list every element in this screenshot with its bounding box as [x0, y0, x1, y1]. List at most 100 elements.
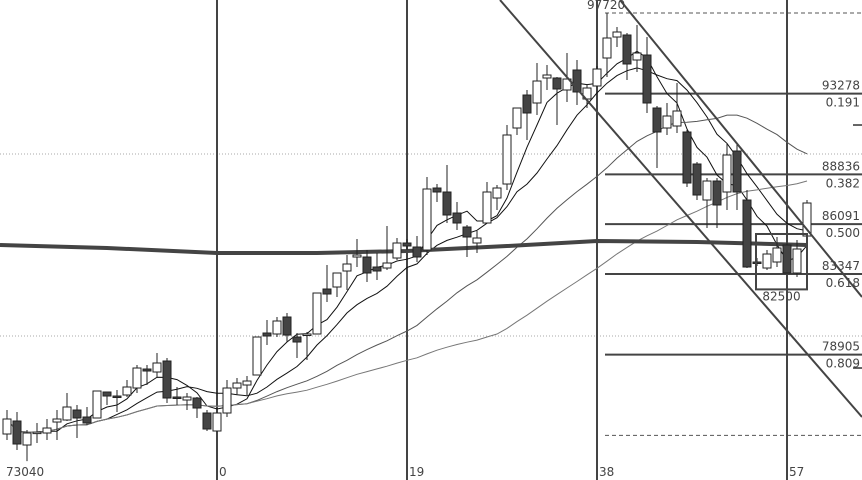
- gridlines: [0, 12, 862, 436]
- candle-up: [492, 187, 502, 199]
- candle-up: [232, 382, 242, 389]
- candle-down: [72, 409, 82, 419]
- candle-down: [782, 244, 792, 274]
- channel-line: [499, 0, 862, 418]
- candle-down: [162, 360, 172, 399]
- candle-up: [482, 191, 492, 224]
- candle-up: [472, 237, 482, 244]
- candle-down: [622, 34, 632, 65]
- candle-down: [682, 131, 692, 184]
- candle-up: [342, 263, 352, 272]
- candle-up: [542, 74, 552, 79]
- candle-up: [122, 386, 132, 396]
- candle-up: [272, 320, 282, 335]
- candle-down: [712, 180, 722, 206]
- candle-up: [532, 80, 542, 104]
- fib-ratio-label: 0.191: [826, 96, 860, 110]
- candle-down: [322, 288, 332, 295]
- candle-up: [762, 253, 772, 269]
- thick-moving-average-line: [0, 238, 808, 255]
- fib-ratio-label: 0.618: [826, 276, 860, 290]
- candle-up: [302, 333, 312, 337]
- moving-average-line: [6, 67, 808, 433]
- candle-down: [692, 163, 702, 196]
- candle-up: [792, 248, 802, 274]
- candle-up: [32, 431, 42, 435]
- fib-price-label: 93278: [822, 79, 860, 93]
- candle-up: [152, 362, 162, 373]
- annotation-box: [755, 232, 808, 291]
- vertical-line-label: 38: [599, 465, 614, 479]
- fibonacci-levels: 93278 0.191 88836 0.382 86091 0.500 83347 0.618…: [605, 79, 862, 371]
- candles: [2, 13, 812, 462]
- candle-up: [562, 78, 572, 91]
- vertical-lines: 0 19 38 57: [216, 0, 804, 480]
- candle-up: [502, 134, 512, 185]
- candle-down: [362, 256, 372, 274]
- candle-down: [12, 420, 22, 445]
- candle-down: [402, 242, 412, 247]
- candle-down: [82, 416, 92, 424]
- candle-up: [312, 292, 322, 335]
- candle-down: [462, 226, 472, 238]
- candle-up: [772, 247, 782, 263]
- candle-down: [732, 150, 742, 193]
- candle-down: [192, 397, 202, 409]
- candle-down: [642, 54, 652, 104]
- fib-price-label: 78905: [822, 340, 860, 354]
- candle-down: [172, 396, 182, 400]
- candle-up: [252, 336, 262, 376]
- candle-up: [382, 262, 392, 269]
- candle-down: [262, 332, 272, 337]
- candle-up: [52, 418, 62, 423]
- labels: 73040 97720: [6, 0, 625, 479]
- candle-up: [512, 107, 522, 129]
- candle-down: [372, 266, 382, 272]
- candle-up: [22, 432, 32, 446]
- vertical-line-label: 0: [219, 465, 227, 479]
- drawings: 82500: [499, 0, 862, 418]
- candle-up: [662, 115, 672, 129]
- candle-up: [352, 254, 362, 258]
- candle-up: [42, 427, 52, 434]
- candle-down: [442, 191, 452, 216]
- candle-down: [522, 94, 532, 114]
- fib-ratio-label: 0.500: [826, 226, 860, 240]
- candle-up: [92, 390, 102, 419]
- fib-ratio-label: 0.382: [826, 176, 860, 190]
- candle-up: [212, 412, 222, 432]
- candle-down: [552, 77, 562, 90]
- candle-up: [242, 380, 252, 386]
- candle-down: [432, 187, 442, 193]
- candle-down: [742, 199, 752, 268]
- candle-up: [332, 272, 342, 288]
- candle-up: [62, 406, 72, 421]
- fib-price-label: 86091: [822, 209, 860, 223]
- candle-up: [182, 396, 192, 401]
- fib-ratio-label: 0.809: [826, 357, 860, 371]
- candle-up: [592, 68, 602, 87]
- candle-down: [572, 69, 582, 93]
- fib-price-label: 83347: [822, 259, 860, 273]
- candle-down: [452, 212, 462, 224]
- channel-line: [619, 0, 862, 298]
- candle-down: [412, 246, 422, 258]
- candle-up: [632, 52, 642, 61]
- candle-up: [672, 110, 682, 127]
- moving-average-line: [6, 180, 808, 433]
- candle-up: [2, 418, 12, 435]
- vertical-line-label: 19: [409, 465, 424, 479]
- candle-up: [132, 367, 142, 389]
- candle-down: [202, 412, 212, 430]
- candle-down: [292, 336, 302, 343]
- candle-up: [612, 31, 622, 38]
- candle-up: [392, 242, 402, 259]
- fib-price-label: 88836: [822, 159, 860, 173]
- high-price-label: 97720: [587, 0, 625, 12]
- candle-up: [702, 180, 712, 201]
- candle-up: [222, 387, 232, 414]
- candle-up: [422, 188, 432, 251]
- candle-down: [112, 395, 122, 399]
- candle-down: [102, 391, 112, 397]
- candle-down: [142, 368, 152, 372]
